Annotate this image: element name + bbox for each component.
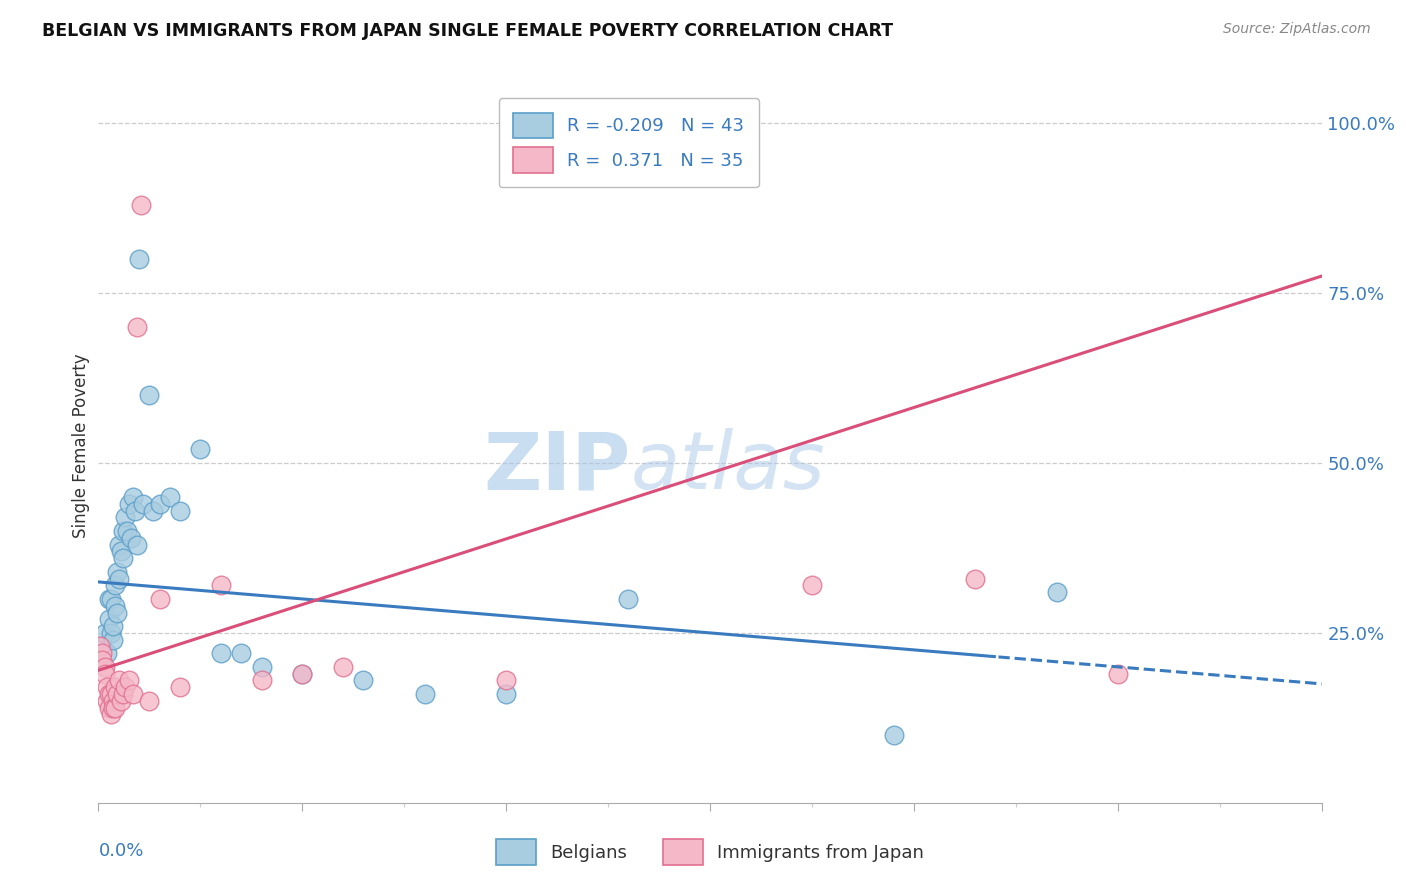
Point — [114, 680, 136, 694]
Point — [91, 640, 114, 654]
Point — [124, 503, 146, 517]
Point — [100, 707, 122, 722]
Point — [332, 660, 354, 674]
Legend: Belgians, Immigrants from Japan: Belgians, Immigrants from Japan — [481, 825, 939, 880]
Point — [101, 700, 124, 714]
Point — [111, 524, 134, 538]
Point — [129, 198, 152, 212]
Point — [110, 544, 132, 558]
Point — [1045, 585, 1069, 599]
Point — [108, 572, 131, 586]
Point — [291, 666, 314, 681]
Point — [132, 497, 155, 511]
Point — [104, 578, 127, 592]
Point — [965, 572, 987, 586]
Point — [495, 673, 517, 688]
Point — [91, 646, 114, 660]
Point — [96, 680, 118, 694]
Y-axis label: Single Female Poverty: Single Female Poverty — [72, 354, 90, 538]
Point — [96, 646, 118, 660]
Point — [89, 640, 111, 654]
Point — [169, 503, 191, 517]
Point — [105, 565, 128, 579]
Point — [122, 490, 145, 504]
Text: 0.0%: 0.0% — [98, 842, 143, 860]
Point — [108, 673, 131, 688]
Point — [617, 591, 640, 606]
Point — [101, 694, 124, 708]
Point — [115, 524, 138, 538]
Point — [149, 497, 172, 511]
Text: Source: ZipAtlas.com: Source: ZipAtlas.com — [1223, 22, 1371, 37]
Point — [231, 646, 253, 660]
Point — [352, 673, 374, 688]
Point — [97, 687, 120, 701]
Point — [91, 653, 114, 667]
Text: ZIP: ZIP — [484, 428, 630, 507]
Point — [96, 694, 118, 708]
Point — [291, 666, 314, 681]
Point — [250, 660, 273, 674]
Point — [138, 694, 160, 708]
Point — [93, 666, 115, 681]
Point — [413, 687, 436, 701]
Point — [127, 320, 149, 334]
Point — [105, 687, 128, 701]
Point — [1107, 666, 1129, 681]
Point — [118, 497, 141, 511]
Point — [105, 606, 128, 620]
Point — [100, 687, 122, 701]
Point — [104, 700, 127, 714]
Point — [188, 442, 212, 457]
Point — [127, 537, 149, 551]
Point — [110, 694, 132, 708]
Point — [159, 490, 181, 504]
Point — [111, 687, 134, 701]
Point — [108, 537, 131, 551]
Point — [97, 591, 120, 606]
Point — [801, 578, 824, 592]
Point — [118, 673, 141, 688]
Text: BELGIAN VS IMMIGRANTS FROM JAPAN SINGLE FEMALE POVERTY CORRELATION CHART: BELGIAN VS IMMIGRANTS FROM JAPAN SINGLE … — [42, 22, 893, 40]
Point — [149, 591, 172, 606]
Point — [495, 687, 517, 701]
Point — [104, 680, 127, 694]
Point — [111, 551, 134, 566]
Point — [100, 626, 122, 640]
Point — [97, 700, 120, 714]
Point — [128, 252, 150, 266]
Point — [101, 619, 124, 633]
Point — [100, 591, 122, 606]
Point — [101, 632, 124, 647]
Point — [209, 578, 232, 592]
Point — [138, 388, 160, 402]
Point — [250, 673, 273, 688]
Point — [93, 660, 115, 674]
Point — [120, 531, 142, 545]
Point — [122, 687, 145, 701]
Point — [114, 510, 136, 524]
Point — [93, 626, 115, 640]
Point — [104, 599, 127, 613]
Text: atlas: atlas — [630, 428, 825, 507]
Point — [169, 680, 191, 694]
Point — [883, 728, 905, 742]
Point — [97, 612, 120, 626]
Point — [209, 646, 232, 660]
Point — [142, 503, 165, 517]
